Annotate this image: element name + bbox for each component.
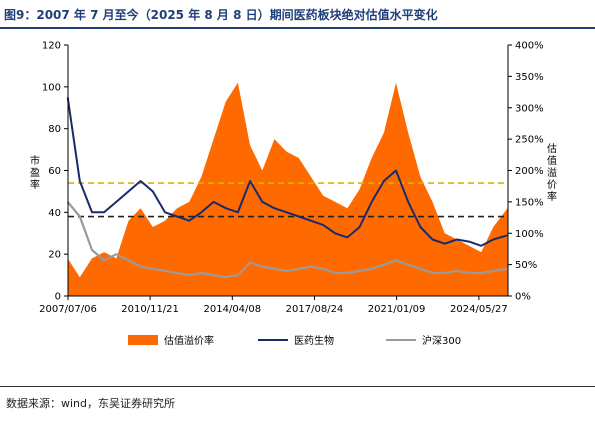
legend-label-hs300: 沪深300 — [422, 334, 461, 347]
x-tick-label: 2007/07/06 — [39, 304, 97, 315]
reference-lines-layer — [68, 182, 508, 218]
y-left-tick-label: 40 — [48, 208, 61, 219]
y-right-tick-label: 300% — [515, 103, 544, 114]
legend-label-pharma: 医药生物 — [294, 334, 334, 347]
y-left-tick-label: 100 — [42, 82, 61, 93]
y-right-tick-label: 400% — [515, 41, 544, 52]
x-tick-label: 2010/11/21 — [121, 304, 179, 315]
legend-swatch-premium — [128, 335, 158, 345]
y-left-tick-label: 80 — [48, 124, 61, 135]
x-tick-label: 2017/08/24 — [286, 304, 344, 315]
y-left-tick-label: 0 — [55, 292, 61, 303]
chart-title: 图9：2007 年 7 月至今（2025 年 8 月 8 日）期间医药板块绝对估… — [4, 8, 438, 22]
premium-area-layer — [67, 82, 508, 296]
y-left-axis-title: 市盈率 — [30, 154, 40, 191]
y-left-tick-label: 120 — [42, 41, 61, 52]
footer-rule — [0, 386, 595, 387]
series-premium-area — [67, 82, 508, 296]
axes-layer: 0 20 40 60 80 100 120 0% 50% 100% 150% 200% 250% 300%… — [30, 41, 557, 316]
valuation-chart: 0 20 40 60 80 100 120 0% 50% 100% 150% 200% 250% 300%… — [30, 41, 557, 348]
series-line-1 — [66, 97, 508, 247]
x-tick-label: 2024/05/27 — [450, 304, 508, 315]
y-left-tick-label: 60 — [48, 166, 61, 177]
y-right-tick-label: 150% — [515, 197, 544, 208]
y-right-tick-label: 350% — [515, 72, 544, 83]
legend-label-premium: 估值溢价率 — [164, 334, 214, 347]
legend-layer: 估值溢价率 医药生物 沪深300 — [128, 334, 461, 347]
series-line-2 — [66, 201, 508, 279]
y-right-axis-title: 估值溢价率 — [547, 142, 557, 203]
series-lines-layer — [66, 97, 508, 279]
y-right-tick-label: 100% — [515, 229, 544, 240]
x-tick-label: 2021/01/09 — [368, 304, 426, 315]
y-right-tick-label: 200% — [515, 166, 544, 177]
title-rule — [0, 27, 595, 29]
source-note: 数据来源：wind，东吴证券研究所 — [6, 397, 176, 410]
y-right-tick-label: 0% — [515, 292, 531, 303]
y-left-tick-label: 20 — [48, 250, 61, 261]
y-right-tick-label: 250% — [515, 135, 544, 146]
x-tick-label: 2014/04/08 — [204, 304, 262, 315]
y-right-tick-label: 50% — [515, 260, 537, 271]
